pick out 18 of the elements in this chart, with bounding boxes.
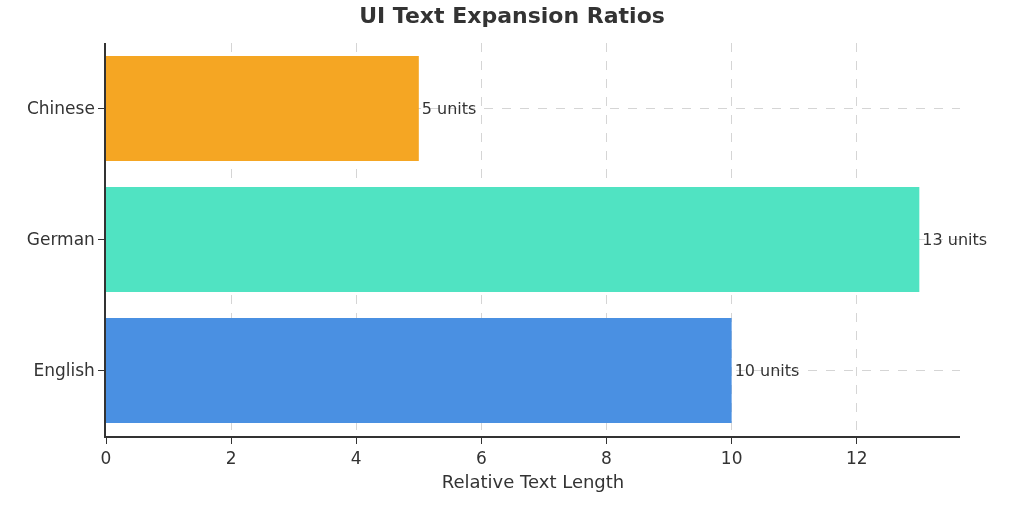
y-tick-label: German: [26, 229, 95, 250]
x-axis-title: Relative Text Length: [441, 470, 625, 492]
x-tick-label: 2: [225, 448, 237, 469]
y-tick-label: Chinese: [26, 98, 95, 119]
x-tick-label: 0: [100, 448, 112, 469]
bar: [106, 318, 732, 423]
data-label: 10 units: [734, 361, 800, 380]
x-tick-label: 8: [601, 448, 612, 469]
y-tick-label: English: [33, 360, 95, 381]
x-tick-label: 12: [845, 448, 868, 469]
data-label: 5 units: [421, 99, 477, 118]
chart-title: UI Text Expansion Ratios: [359, 2, 665, 28]
data-label: 13 units: [922, 230, 988, 249]
x-tick-label: 6: [475, 448, 487, 469]
x-tick-label: 4: [350, 448, 362, 469]
bar: [106, 56, 419, 161]
bar: [106, 187, 920, 292]
x-tick-label: 10: [720, 448, 743, 469]
